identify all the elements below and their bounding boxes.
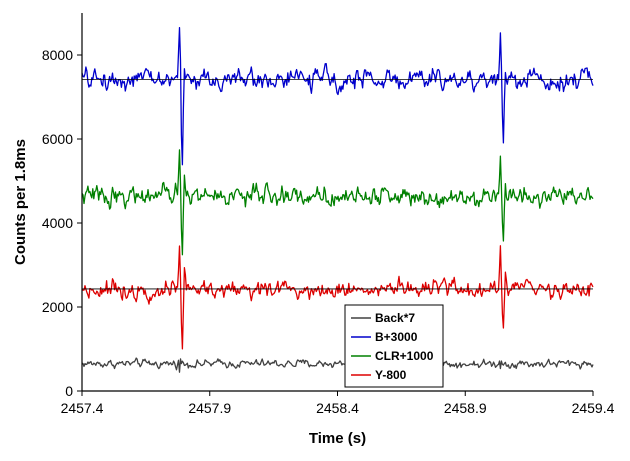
legend-label: CLR+1000 (375, 349, 434, 363)
series-line-4 (81, 245, 594, 350)
x-axis-title: Time (s) (309, 430, 366, 447)
y-tick-label: 0 (65, 383, 73, 399)
y-tick-label: 8000 (42, 47, 73, 63)
legend: Back*7 B+3000 CLR+1000 Y-800 (344, 304, 444, 388)
ticks: 2457.4 2457.9 2458.4 2458.9 2459.4 0 2000 4000 6… (42, 47, 615, 416)
legend-label: Y-800 (375, 368, 407, 382)
y-tick-label: 6000 (42, 131, 73, 147)
reference-lines (82, 78, 593, 290)
y-axis-title: Counts per 1.8ms (12, 139, 29, 265)
x-tick-label: 2458.9 (444, 400, 487, 416)
legend-label: Back*7 (375, 311, 415, 325)
x-tick-label: 2459.4 (572, 400, 615, 416)
series-line-2 (81, 27, 594, 166)
x-tick-label: 2457.4 (61, 400, 104, 416)
y-tick-label: 4000 (42, 215, 73, 231)
series-layer (81, 27, 594, 373)
series-line-1 (81, 357, 594, 373)
y-tick-label: 2000 (42, 299, 73, 315)
x-tick-label: 2458.4 (316, 400, 359, 416)
x-tick-label: 2457.9 (188, 400, 231, 416)
series-line-3 (81, 149, 594, 256)
legend-label: B+3000 (375, 330, 418, 344)
